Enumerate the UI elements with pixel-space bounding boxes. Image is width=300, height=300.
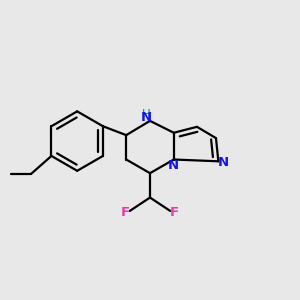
Text: H: H [142, 108, 151, 121]
Text: N: N [141, 111, 152, 124]
Text: F: F [170, 206, 179, 219]
Text: N: N [168, 159, 179, 172]
Text: N: N [218, 156, 229, 169]
Text: F: F [121, 206, 130, 219]
